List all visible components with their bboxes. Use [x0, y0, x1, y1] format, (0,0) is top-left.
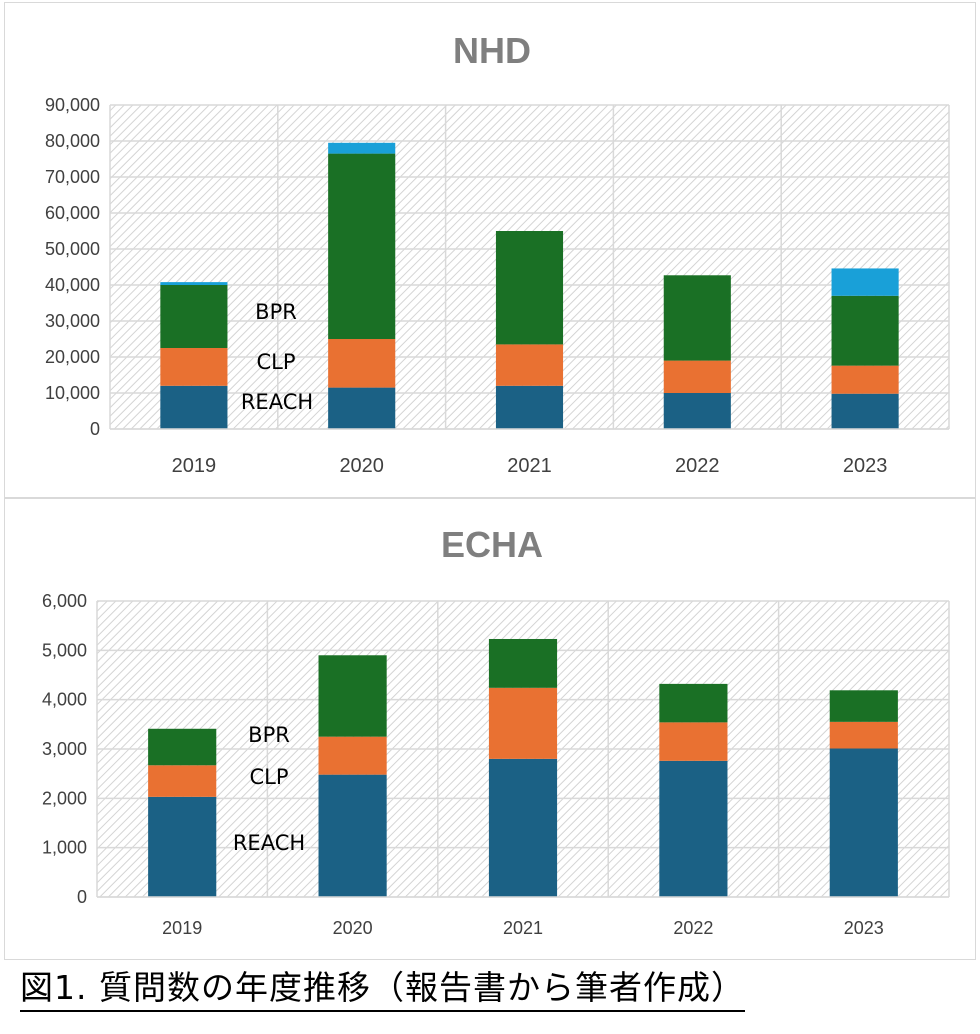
x-tick-label: 2020	[333, 918, 373, 938]
y-tick-label: 4,000	[42, 690, 87, 710]
x-tick-label: 2019	[172, 455, 217, 477]
y-tick-label: 20,000	[45, 347, 100, 367]
bar-reach-2023	[829, 748, 898, 897]
bar-bpr-2019	[148, 728, 217, 766]
bar-reach-2021	[488, 758, 558, 897]
x-tick-label: 2021	[503, 918, 543, 938]
bar-bpr-2021	[488, 638, 558, 688]
bar-clp-2021	[495, 344, 564, 386]
bar-bpr-2020	[318, 655, 387, 737]
bar-reach-2021	[495, 385, 564, 429]
echa-chart: ECHA 0 1,000 2,000 3,000 4,000 5,000 6,000 2019…	[42, 524, 950, 938]
bar-bpr-2022	[663, 275, 731, 361]
bar-other-2020	[328, 142, 396, 154]
x-tick-label: 2023	[844, 918, 884, 938]
bar-bpr-2021	[495, 231, 564, 345]
bar-clp-2019	[160, 348, 228, 386]
bar-clp-2023	[829, 721, 898, 749]
bar-bpr-2019	[160, 285, 228, 348]
x-tick-label: 2019	[162, 918, 202, 938]
bar-reach-2020	[328, 387, 396, 429]
bar-clp-2020	[318, 736, 387, 775]
y-tick-label: 60,000	[45, 203, 100, 223]
series-label-reach: REACH	[233, 831, 305, 855]
bar-reach-2019	[148, 796, 217, 897]
bar-clp-2019	[148, 765, 217, 797]
bar-reach-2023	[831, 393, 899, 429]
x-tick-label: 2023	[843, 455, 888, 477]
bar-bpr-2023	[831, 295, 899, 366]
y-tick-label: 50,000	[45, 239, 100, 259]
y-tick-label: 1,000	[42, 838, 87, 858]
bar-clp-2020	[328, 339, 396, 388]
y-tick-label: 0	[90, 419, 100, 439]
chart-title: NHD	[453, 30, 531, 71]
x-tick-label: 2020	[339, 455, 384, 477]
bar-bpr-2020	[328, 153, 396, 339]
series-label-clp: CLP	[256, 350, 295, 374]
figure-caption: 図1. 質問数の年度推移（報告書から筆者作成）	[20, 966, 745, 1012]
y-tick-label: 6,000	[42, 591, 87, 611]
bar-other-2023	[831, 268, 899, 296]
bar-clp-2022	[663, 360, 731, 393]
nhd-chart-panel: NHD 0 10,000 20,000 30,000 40,000 50,000 60,00…	[4, 2, 976, 498]
y-tick-label: 90,000	[45, 95, 100, 115]
y-tick-label: 70,000	[45, 167, 100, 187]
bar-reach-2022	[663, 393, 731, 429]
chart-title: ECHA	[441, 524, 543, 565]
y-tick-label: 5,000	[42, 640, 87, 660]
nhd-chart: NHD 0 10,000 20,000 30,000 40,000 50,000 60,00…	[45, 30, 950, 477]
y-tick-label: 3,000	[42, 739, 87, 759]
bar-reach-2022	[659, 760, 728, 897]
bar-bpr-2023	[829, 690, 898, 722]
series-label-reach: REACH	[241, 390, 313, 414]
y-tick-label: 30,000	[45, 311, 100, 331]
series-label-clp: CLP	[249, 765, 288, 789]
bar-bpr-2022	[659, 683, 728, 723]
bar-clp-2023	[831, 365, 899, 394]
y-tick-label: 10,000	[45, 383, 100, 403]
bar-other-2019	[160, 282, 228, 285]
bar-clp-2021	[488, 687, 558, 759]
y-tick-label: 0	[77, 887, 87, 907]
bar-reach-2020	[318, 774, 387, 897]
series-label-bpr: BPR	[248, 723, 290, 747]
bar-clp-2022	[659, 722, 728, 761]
bar-reach-2019	[160, 385, 228, 429]
y-tick-label: 2,000	[42, 788, 87, 808]
x-tick-label: 2022	[675, 455, 720, 477]
x-tick-label: 2021	[507, 455, 552, 477]
x-tick-label: 2022	[673, 918, 713, 938]
echa-chart-panel: ECHA 0 1,000 2,000 3,000 4,000 5,000 6,000 2019…	[4, 498, 976, 960]
series-label-bpr: BPR	[255, 300, 297, 324]
y-tick-label: 80,000	[45, 131, 100, 151]
y-tick-label: 40,000	[45, 275, 100, 295]
